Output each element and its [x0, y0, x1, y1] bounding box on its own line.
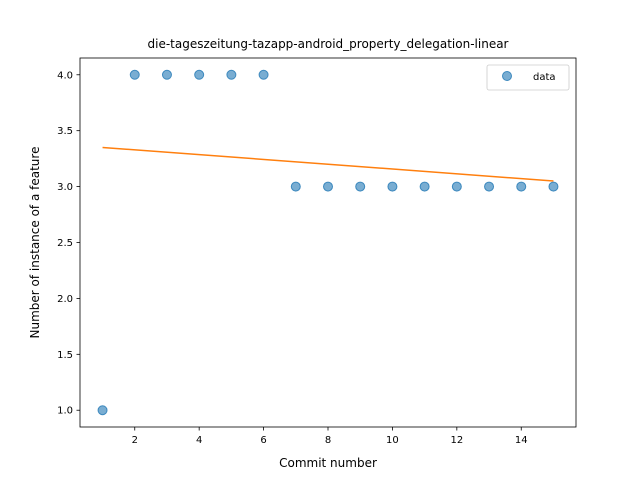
x-tick-label: 10 — [386, 435, 399, 446]
data-point — [97, 405, 108, 416]
data-point — [161, 69, 172, 80]
data-point — [516, 181, 527, 192]
x-tick-label: 14 — [515, 435, 528, 446]
data-point — [226, 69, 237, 80]
data-point — [548, 181, 559, 192]
data-point — [194, 69, 205, 80]
y-tick-label: 3.5 — [57, 126, 73, 137]
chart-title: die-tageszeitung-tazapp-android_property… — [148, 37, 509, 51]
data-point — [258, 69, 269, 80]
trend-line — [102, 146, 554, 182]
legend: data — [486, 64, 570, 91]
data-point — [323, 181, 333, 192]
x-axis: 2 4 6 8 10 12 14 — [132, 427, 528, 446]
x-tick-label: 8 — [325, 435, 331, 446]
x-tick-label: 12 — [450, 435, 463, 446]
x-tick-label: 2 — [132, 435, 138, 446]
data-point — [451, 181, 462, 192]
data-point — [290, 181, 301, 192]
x-tick-label: 6 — [260, 435, 266, 446]
data-point — [355, 181, 366, 192]
x-axis-label: Commit number — [279, 456, 377, 470]
y-tick-label: 2.5 — [57, 238, 73, 249]
y-tick-label: 3.0 — [57, 182, 73, 193]
data-point — [484, 181, 495, 192]
y-tick-label: 1.0 — [57, 406, 73, 417]
y-axis-label: Number of instance of a feature — [28, 147, 42, 339]
data-point — [387, 181, 398, 192]
y-axis: 1.0 1.5 2.0 2.5 3.0 3.5 4.0 — [57, 70, 80, 417]
legend-box — [486, 64, 570, 91]
plot-area — [80, 58, 576, 427]
y-tick-label: 4.0 — [57, 70, 73, 81]
data-point — [419, 181, 430, 192]
legend-label: data — [533, 72, 556, 83]
y-tick-label: 1.5 — [57, 350, 73, 361]
legend-marker — [502, 71, 512, 81]
data-point — [129, 69, 140, 80]
chart-marks — [97, 69, 559, 416]
y-tick-label: 2.0 — [57, 294, 73, 305]
x-tick-label: 4 — [196, 435, 202, 446]
